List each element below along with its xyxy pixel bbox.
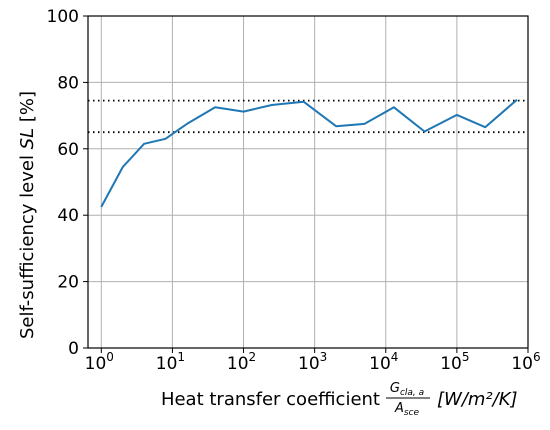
x-tick-label: 106	[511, 350, 540, 374]
y-axis-label-text: Self-sufficiency level	[17, 155, 38, 339]
x-axis-label: Heat transfer coefficient Gcla, a Asce […	[161, 381, 518, 418]
x-tick-label: 104	[369, 350, 398, 374]
x-tick-label-base: 10	[298, 354, 320, 374]
x-tick-label-base: 10	[227, 354, 249, 374]
y-tick-label: 60	[57, 140, 79, 160]
reference-lines	[88, 99, 528, 134]
y-tick-label: 0	[68, 339, 79, 359]
x-tick-label: 101	[156, 350, 185, 374]
series-group	[100, 98, 518, 208]
y-axis-label-units: [%]	[17, 91, 38, 122]
x-axis-label-denominator: Asce	[394, 401, 420, 418]
grid-lines	[88, 15, 529, 349]
x-tick-label: 100	[85, 350, 114, 374]
y-axis-label: Self-sufficiency level SL [%]	[17, 91, 38, 339]
x-axis-label-numerator: Gcla, a	[390, 381, 424, 398]
x-tick-label: 103	[298, 350, 327, 374]
x-tick-label-exponent: 4	[391, 350, 399, 364]
x-tick-label-exponent: 5	[462, 350, 470, 364]
series-line	[100, 98, 518, 208]
y-tick-label: 100	[47, 7, 79, 27]
y-tick-label: 80	[57, 73, 79, 93]
y-tick-label: 20	[57, 273, 79, 293]
x-axis-label-units: [W/m²/K]	[437, 389, 518, 410]
x-tick-label-base: 10	[511, 354, 533, 374]
x-tick-label-base: 10	[156, 354, 178, 374]
plot-frame	[87, 15, 529, 349]
x-tick-label-exponent: 1	[177, 350, 185, 364]
y-tick-labels: 0 20 40 60 80 100	[47, 7, 79, 359]
x-tick-label-exponent: 3	[320, 350, 328, 364]
x-tick-label-base: 10	[85, 354, 107, 374]
x-tick-labels: 100 101 102 103 104 105 106	[85, 350, 541, 374]
x-tick-label: 105	[440, 350, 469, 374]
x-axis-label-prefix: Heat transfer coefficient	[161, 389, 380, 410]
axis-ticks	[83, 15, 529, 353]
y-axis-label-symbol: SL	[17, 128, 38, 149]
x-tick-label: 102	[227, 350, 256, 374]
y-tick-label: 40	[57, 206, 79, 226]
x-tick-label-exponent: 2	[249, 350, 257, 364]
x-tick-label-exponent: 0	[106, 350, 114, 364]
x-tick-label-exponent: 6	[533, 350, 541, 364]
x-tick-label-base: 10	[440, 354, 462, 374]
x-tick-label-base: 10	[369, 354, 391, 374]
